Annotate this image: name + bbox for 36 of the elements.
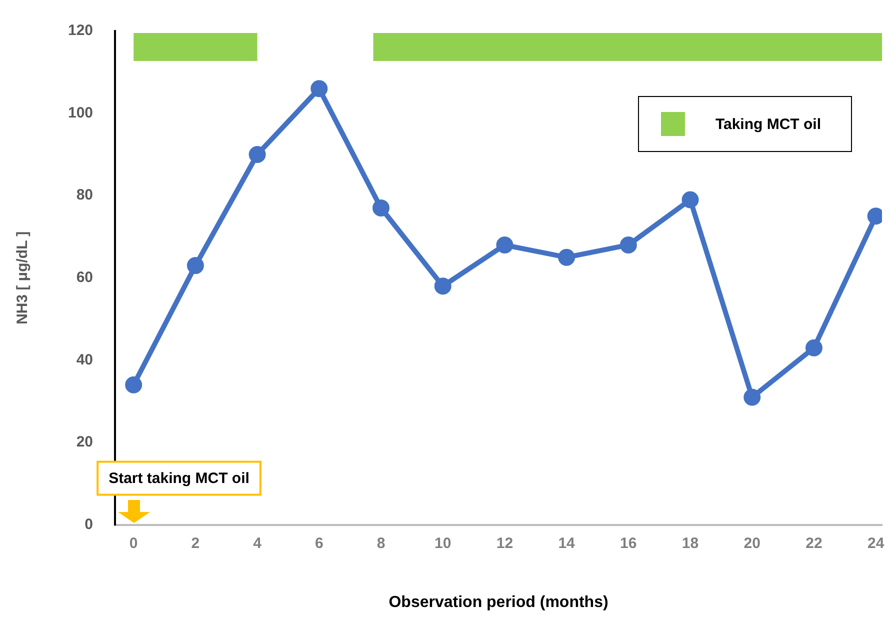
x-tick-label: 24	[867, 534, 885, 552]
x-tick-label: 4	[253, 534, 262, 552]
point	[434, 278, 452, 295]
annotation: Start taking MCT oil	[108, 470, 250, 487]
x-tick-label: 2	[191, 534, 200, 552]
x-tick-label: 10	[434, 534, 452, 552]
x-tick-label: 22	[806, 534, 822, 552]
point	[805, 339, 822, 356]
point	[248, 146, 266, 163]
point	[310, 80, 328, 98]
x-tick-label: 0	[129, 534, 138, 552]
y-tick-label: 40	[76, 351, 94, 368]
x-tick-label: 18	[682, 534, 699, 552]
y-axis-title: NH3 [ μg/dL ]	[14, 231, 32, 324]
x-tick-label: 8	[376, 534, 386, 552]
x-tick-label: 6	[314, 534, 324, 552]
y-tick-label: 120	[68, 22, 94, 40]
x-tick-label: 14	[558, 534, 576, 552]
point	[682, 191, 699, 208]
point	[496, 236, 514, 254]
y-tick-label: 20	[76, 434, 94, 451]
point	[372, 199, 390, 216]
x-axis-title: Observation period (months)	[388, 594, 608, 611]
y-tick-label: 0	[84, 516, 94, 533]
x-tick-label: 16	[620, 534, 637, 552]
x-tick-label: 12	[496, 534, 514, 552]
point	[558, 248, 576, 266]
point	[620, 236, 637, 254]
point	[744, 388, 761, 406]
y-tick-label: 60	[76, 269, 94, 286]
point	[125, 376, 142, 394]
y-tick-label: 80	[76, 186, 94, 204]
legend-label: Taking MCT oil	[715, 116, 821, 132]
point	[186, 257, 204, 274]
x-tick-label: 20	[744, 534, 760, 552]
y-tick-label: 100	[68, 104, 94, 122]
